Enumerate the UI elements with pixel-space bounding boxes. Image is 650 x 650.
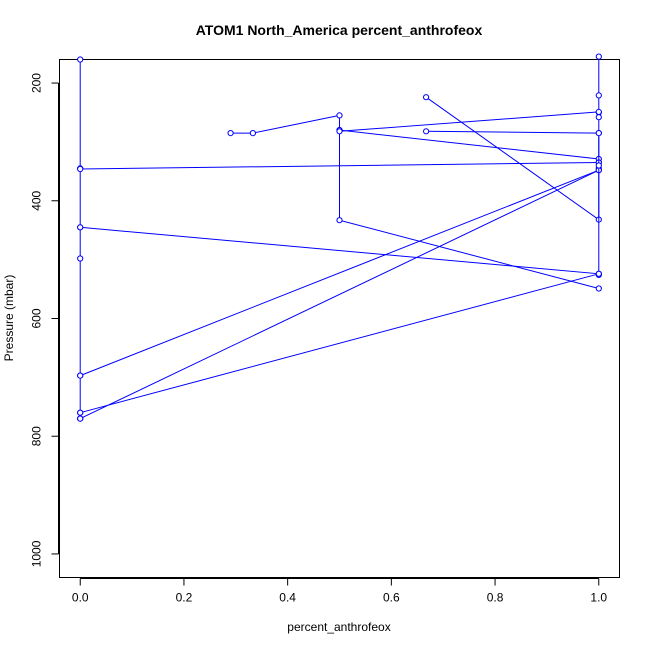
data-point [77, 372, 84, 379]
data-series [595, 53, 602, 116]
chart-title: ATOM1 North_America percent_anthrofeox [196, 22, 483, 38]
series-line [80, 162, 599, 170]
y-tick-label: 600 [30, 308, 44, 328]
data-series [336, 108, 602, 135]
series-line [339, 130, 599, 289]
data-point [77, 165, 84, 173]
x-tick-label: 0.0 [72, 591, 89, 605]
data-point [595, 114, 602, 121]
y-tick-label: 1000 [30, 540, 44, 567]
series-line [80, 169, 599, 377]
x-tick-label: 1.0 [590, 591, 607, 605]
y-axis-label: Pressure (mbar) [2, 275, 16, 362]
data-point [227, 130, 234, 137]
data-point [249, 130, 256, 137]
data-point [595, 270, 602, 277]
series-line [426, 130, 599, 134]
series-line [80, 273, 599, 414]
x-tick-label: 0.8 [487, 591, 504, 605]
x-axis: 0.0 0.2 0.4 0.6 0.8 1.0 [72, 578, 607, 605]
y-tick-label: 800 [30, 426, 44, 446]
data-point [336, 217, 343, 224]
y-axis: 200 400 600 800 1000 [30, 73, 59, 567]
data-point [595, 108, 602, 116]
data-series [77, 224, 602, 278]
data-point [595, 53, 602, 60]
series-layer [77, 53, 602, 422]
data-point [77, 409, 84, 416]
data-point [595, 92, 602, 99]
x-tick-label: 0.4 [279, 591, 296, 605]
y-tick-label: 400 [30, 190, 44, 210]
series-line [425, 96, 600, 221]
data-series [423, 128, 602, 137]
x-tick-label: 0.2 [176, 591, 193, 605]
data-point [336, 128, 343, 135]
x-axis-label: percent_anthrofeox [287, 620, 390, 634]
series-line [339, 111, 599, 132]
data-point [336, 112, 343, 119]
x-tick-label: 0.6 [383, 591, 400, 605]
data-series [77, 270, 602, 416]
data-point [595, 130, 602, 137]
series-line [230, 114, 600, 163]
data-series [336, 127, 602, 292]
data-point [595, 285, 602, 292]
y-tick-label: 200 [30, 73, 44, 93]
data-series [77, 56, 84, 422]
data-series [595, 130, 602, 277]
data-point [595, 162, 602, 169]
data-point [77, 56, 84, 63]
series-line [79, 169, 600, 420]
data-series [227, 112, 602, 166]
plot-frame [59, 59, 620, 578]
data-point [423, 94, 430, 101]
data-point [423, 128, 430, 135]
data-series [77, 159, 602, 173]
data-point [77, 415, 84, 422]
data-point [77, 255, 84, 262]
data-point [77, 224, 84, 231]
